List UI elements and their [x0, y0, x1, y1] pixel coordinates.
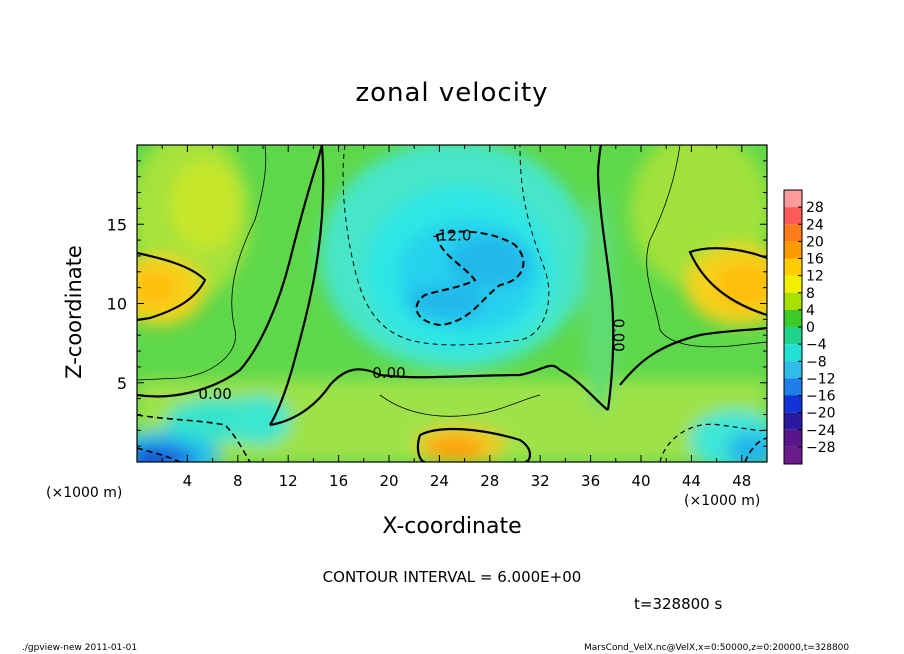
colorbar-swatch [784, 361, 802, 379]
x-tick-label: 12 [279, 472, 298, 490]
chart-title: zonal velocity [355, 78, 549, 108]
x-tick-label: 44 [682, 472, 701, 490]
x-tick-label: 8 [233, 472, 243, 490]
colorbar-swatch [784, 327, 802, 345]
colorbar-swatch [784, 412, 802, 430]
colorbar-swatch [784, 258, 802, 276]
colorbar-label: 24 [806, 217, 824, 233]
x-tick-label: 16 [329, 472, 348, 490]
colorbar-label: 8 [806, 286, 815, 302]
colorbar-swatch [784, 207, 802, 225]
x-tick-label: 40 [631, 472, 650, 490]
colorbar-swatch [784, 190, 802, 208]
footer-left: ./gpview-new 2011-01-01 [22, 643, 138, 653]
colorbar-swatch [784, 275, 802, 293]
colorbar-swatch [784, 241, 802, 259]
x-tick-label: 24 [430, 472, 449, 490]
colorbar-label: 20 [806, 234, 824, 250]
x-unit-label-right: (×1000 m) [684, 493, 761, 509]
contour-labels: 0.00 0.00 -12.0 0.00 [198, 226, 627, 403]
x-tick-label: 4 [183, 472, 193, 490]
colorbar-swatch [784, 429, 802, 447]
colorbar-swatch [784, 224, 802, 242]
colorbar-label: 0 [806, 320, 815, 336]
y-tick-label: 10 [107, 295, 127, 314]
colorbar-label: −4 [806, 337, 827, 353]
x-unit-label-left: (×1000 m) [46, 485, 123, 501]
y-tick-label: 15 [107, 215, 127, 234]
time-label: t=328800 s [634, 595, 723, 613]
heatmap-field [137, 145, 767, 462]
footer-right: MarsCond_VelX.nc@VelX,x=0:50000,z=0:2000… [584, 643, 850, 653]
contour-label: -12.0 [433, 226, 472, 244]
contour-interval-note: CONTOUR INTERVAL = 6.000E+00 [322, 568, 582, 586]
colorbar-swatch [784, 292, 802, 310]
colorbar-label: 4 [806, 303, 815, 319]
colorbar-label: 16 [806, 252, 824, 268]
colorbar-label: 12 [806, 269, 824, 285]
y-axis-label: Z-coordinate [62, 245, 86, 379]
colorbar-label: 28 [806, 200, 824, 216]
colorbar-label: −16 [806, 389, 836, 405]
x-tick-label: 36 [581, 472, 600, 490]
colorbar-swatch [784, 309, 802, 327]
colorbar-swatch [784, 344, 802, 362]
colorbar-label: −12 [806, 371, 836, 387]
colorbar-label: −20 [806, 406, 836, 422]
colorbar-label: −24 [806, 423, 836, 439]
colorbar-swatch [784, 446, 802, 464]
x-tick-label: 48 [732, 472, 751, 490]
axis-ticks [137, 145, 767, 462]
colorbar-label: −28 [806, 440, 836, 456]
colorbar-swatch [784, 395, 802, 413]
x-tick-label: 28 [480, 472, 499, 490]
contour-label: 0.00 [609, 318, 627, 351]
colorbar-label: −8 [806, 354, 827, 370]
x-axis-label: X-coordinate [382, 514, 522, 539]
colorbar-swatch [784, 378, 802, 396]
y-tick-label: 5 [117, 374, 127, 393]
contour-label: 0.00 [198, 385, 231, 403]
contour-label: 0.00 [372, 364, 405, 382]
x-tick-label: 32 [531, 472, 550, 490]
x-tick-label: 20 [379, 472, 398, 490]
